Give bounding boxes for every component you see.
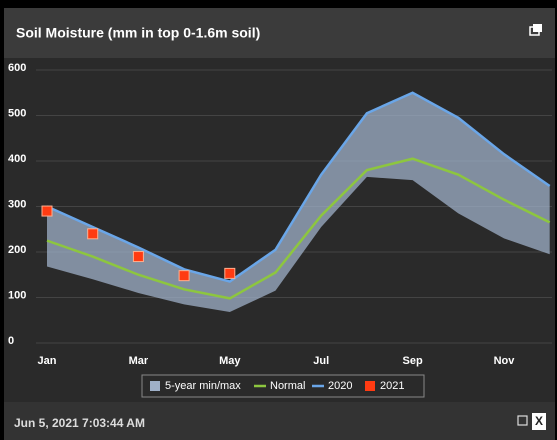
legend-swatch — [150, 381, 160, 391]
marker — [132, 251, 144, 263]
x-tick-label: Jul — [313, 355, 329, 367]
y-tick-label: 500 — [8, 107, 26, 119]
range-area — [47, 92, 550, 313]
y-tick-label: 100 — [8, 289, 26, 301]
legend-swatch — [365, 381, 375, 391]
legend-label: 2021 — [380, 380, 404, 392]
y-tick-label: 600 — [8, 62, 26, 74]
y-tick-label: 300 — [8, 198, 26, 210]
y-tick-label: 200 — [8, 244, 26, 256]
icon-part — [533, 24, 542, 32]
icon-part — [532, 413, 546, 430]
x-tick-label: Sep — [403, 355, 423, 367]
marker — [224, 267, 236, 279]
widget-body — [4, 8, 555, 440]
x-tick-label: May — [219, 355, 241, 367]
popout-icon[interactable] — [529, 24, 542, 36]
chart-title: Soil Moisture (mm in top 0-1.6m soil) — [16, 25, 260, 41]
plot: 0 100 200 300 400 500 600 Jan Mar May Jul Sep Nov 5-y… — [8, 62, 552, 398]
legend-box — [141, 374, 425, 398]
marker — [178, 270, 190, 282]
series-line — [46, 157, 551, 300]
x-tick-label: Mar — [129, 355, 149, 367]
export-icon[interactable]: X — [517, 413, 546, 430]
timestamp: Jun 5, 2021 7:03:44 AM — [14, 416, 145, 430]
legend-label: 2020 — [328, 380, 352, 392]
footer — [4, 402, 555, 440]
marker — [41, 205, 53, 217]
legend: 5-year min/max Normal 2020 2021 — [141, 374, 425, 398]
legend-label: Normal — [270, 380, 305, 392]
marker — [87, 228, 99, 240]
icon-part — [517, 415, 528, 426]
x-tick-label: Jan — [38, 355, 57, 367]
header — [4, 8, 555, 58]
y-tick-label: 0 — [8, 335, 14, 347]
x-tick-label: Nov — [494, 355, 516, 367]
legend-label: 5-year min/max — [165, 380, 241, 392]
icon-part: X — [535, 414, 543, 428]
y-tick-label: 400 — [8, 153, 26, 165]
series-line — [46, 91, 551, 283]
